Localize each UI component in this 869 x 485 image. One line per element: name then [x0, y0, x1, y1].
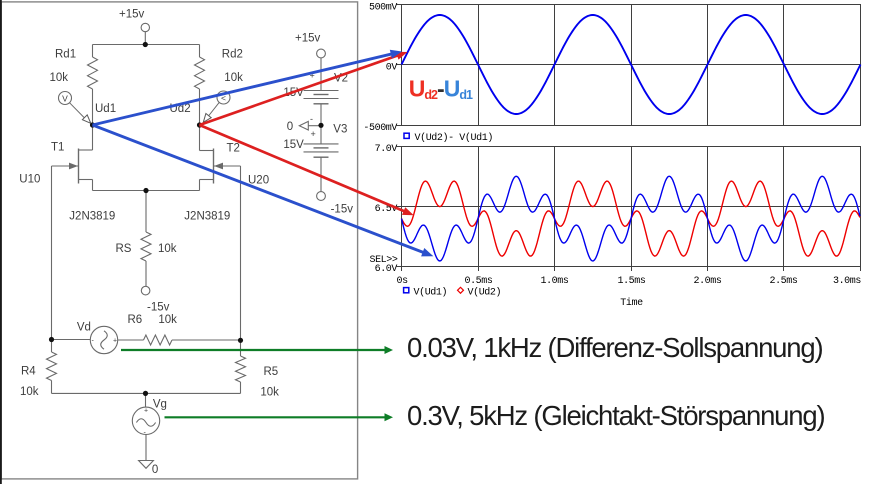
svg-text:Vd: Vd — [77, 322, 91, 334]
svg-text:V3: V3 — [333, 123, 347, 135]
svg-text:-15v: -15v — [331, 203, 354, 215]
svg-text:0V: 0V — [386, 62, 398, 73]
svg-text:+: + — [310, 71, 315, 81]
svg-text:+15v: +15v — [119, 9, 145, 21]
svg-text:7.0V: 7.0V — [375, 144, 398, 155]
svg-text:J2N3819: J2N3819 — [69, 211, 115, 223]
svg-text:Vg: Vg — [153, 398, 167, 410]
svg-text:U10: U10 — [19, 174, 40, 186]
svg-text:R4: R4 — [21, 366, 36, 378]
svg-text:2.0ms: 2.0ms — [693, 276, 721, 287]
svg-text:2.5ms: 2.5ms — [769, 276, 797, 287]
svg-text:0.3V, 5kHz (Gleichtakt-Störspa: 0.3V, 5kHz (Gleichtakt-Störspannung) — [407, 400, 824, 431]
svg-text:-: - — [310, 114, 313, 124]
svg-text:Ud1: Ud1 — [95, 103, 116, 115]
svg-text:R6: R6 — [128, 314, 143, 326]
svg-text:1.5ms: 1.5ms — [617, 276, 645, 287]
svg-text:Time: Time — [620, 297, 643, 309]
svg-text:Rd1: Rd1 — [55, 49, 76, 61]
svg-text:Rd2: Rd2 — [222, 49, 243, 61]
svg-text:500mV: 500mV — [369, 2, 397, 13]
svg-text:10k: 10k — [158, 314, 177, 326]
svg-text:15V: 15V — [283, 139, 304, 151]
svg-text:V(Ud2): V(Ud2) — [468, 287, 502, 299]
svg-text:0.5ms: 0.5ms — [464, 276, 492, 287]
svg-text:-15v: -15v — [147, 302, 170, 314]
svg-text:Ud2-Ud1: Ud2-Ud1 — [409, 76, 473, 103]
svg-text:10k: 10k — [260, 386, 279, 398]
svg-text:V: V — [62, 93, 68, 103]
svg-text:6.5V: 6.5V — [375, 204, 398, 215]
svg-text:V(Ud2)- V(Ud1): V(Ud2)- V(Ud1) — [415, 132, 493, 144]
svg-text:3.0ms: 3.0ms — [833, 276, 861, 287]
svg-text:0: 0 — [287, 121, 293, 133]
svg-text:-: - — [144, 430, 147, 437]
svg-text:T1: T1 — [51, 142, 64, 154]
svg-text:10k: 10k — [158, 243, 177, 255]
svg-text:-500mV: -500mV — [363, 123, 397, 134]
svg-text:6.0V: 6.0V — [375, 264, 398, 275]
svg-text:0s: 0s — [397, 276, 409, 287]
svg-text:+: + — [311, 129, 316, 139]
svg-text:+: + — [113, 338, 117, 345]
svg-text:R5: R5 — [264, 366, 279, 378]
svg-text:10k: 10k — [20, 386, 39, 398]
svg-text:T2: T2 — [227, 143, 240, 155]
svg-text:0.03V, 1kHz (Differenz-Sollspa: 0.03V, 1kHz (Differenz-Sollspannung) — [407, 332, 822, 363]
svg-text:+: + — [144, 408, 148, 415]
svg-text:V(Ud1): V(Ud1) — [414, 287, 448, 299]
svg-text:10k: 10k — [50, 72, 69, 84]
svg-text:U20: U20 — [248, 175, 269, 187]
svg-text:J2N3819: J2N3819 — [184, 211, 230, 223]
svg-text:-: - — [92, 338, 95, 345]
svg-text:1.0ms: 1.0ms — [540, 276, 568, 287]
svg-text:+15v: +15v — [295, 33, 321, 45]
svg-text:10k: 10k — [224, 72, 243, 84]
svg-text:SEL>>: SEL>> — [369, 255, 397, 266]
svg-text:<: < — [221, 93, 226, 103]
svg-text:RS: RS — [116, 243, 132, 255]
svg-text:0: 0 — [152, 464, 158, 476]
